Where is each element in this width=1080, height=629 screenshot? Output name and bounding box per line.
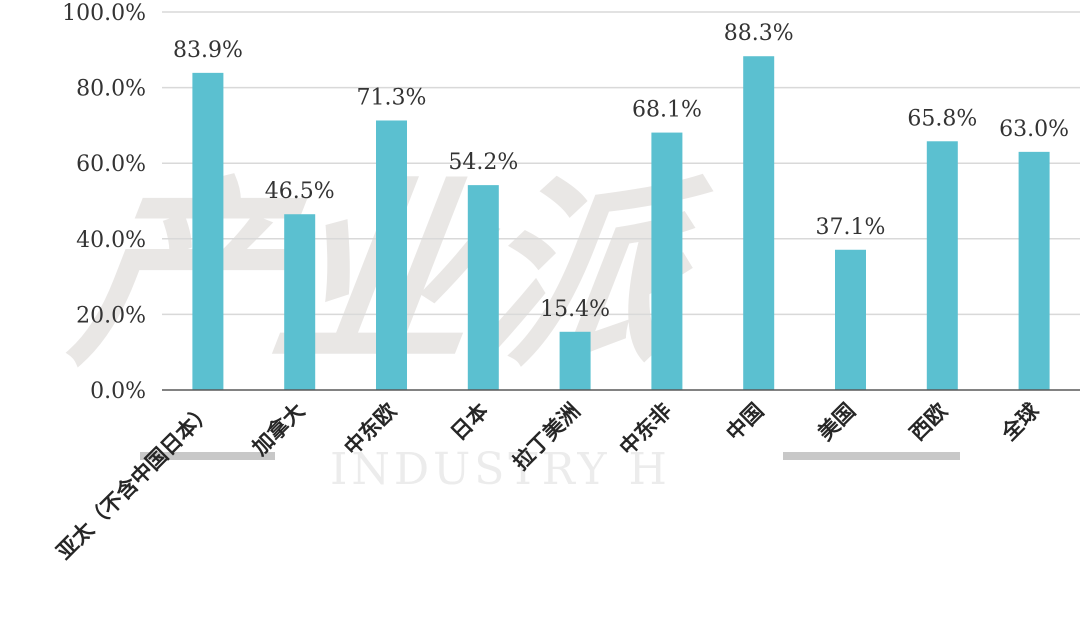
bar (1018, 151, 1050, 390)
bar (376, 120, 407, 391)
y-tick-label: 60.0% (76, 152, 146, 177)
data-labels: 83.9% 46.5% 71.3% 54.2% 15.4% 68.1% 88.3% 37.1%… (173, 21, 1069, 322)
bar (284, 214, 316, 390)
data-label: 54.2% (448, 150, 518, 175)
y-tick-label: 80.0% (76, 77, 146, 102)
y-axis-ticks: 0.0% 20.0% 40.0% 60.0% 80.0% 100.0% (62, 1, 146, 404)
x-tick-label: 日本 (446, 399, 493, 446)
data-label: 37.1% (816, 215, 886, 240)
bars (192, 56, 1050, 391)
bar (559, 331, 591, 390)
y-tick-label: 0.0% (90, 379, 146, 404)
bar (192, 72, 224, 390)
bar (926, 141, 958, 390)
x-tick-label: 美国 (813, 399, 860, 446)
y-tick-label: 20.0% (76, 303, 146, 328)
bar (835, 249, 866, 390)
data-label: 63.0% (999, 117, 1069, 142)
data-label: 15.4% (540, 297, 610, 322)
x-tick-label: 加拿大 (247, 399, 309, 461)
watermark-text-en: INDUSTRY H (330, 444, 671, 495)
watermark-bar-right (783, 452, 960, 460)
data-label: 83.9% (173, 38, 243, 63)
data-label: 65.8% (907, 106, 977, 131)
bar (651, 132, 683, 390)
x-tick-label: 亚太（不含中国日本） (52, 399, 217, 564)
data-label: 46.5% (265, 179, 335, 204)
watermark-bar-left (140, 452, 275, 460)
data-label: 71.3% (357, 85, 427, 110)
data-label: 88.3% (724, 21, 794, 46)
data-label: 68.1% (632, 98, 702, 123)
bar (743, 56, 775, 390)
y-tick-label: 100.0% (62, 1, 146, 26)
y-tick-label: 40.0% (76, 228, 146, 253)
x-tick-label: 西欧 (905, 399, 952, 446)
x-tick-label: 中国 (722, 399, 769, 446)
bar (467, 185, 499, 390)
x-tick-label: 全球 (996, 398, 1044, 446)
